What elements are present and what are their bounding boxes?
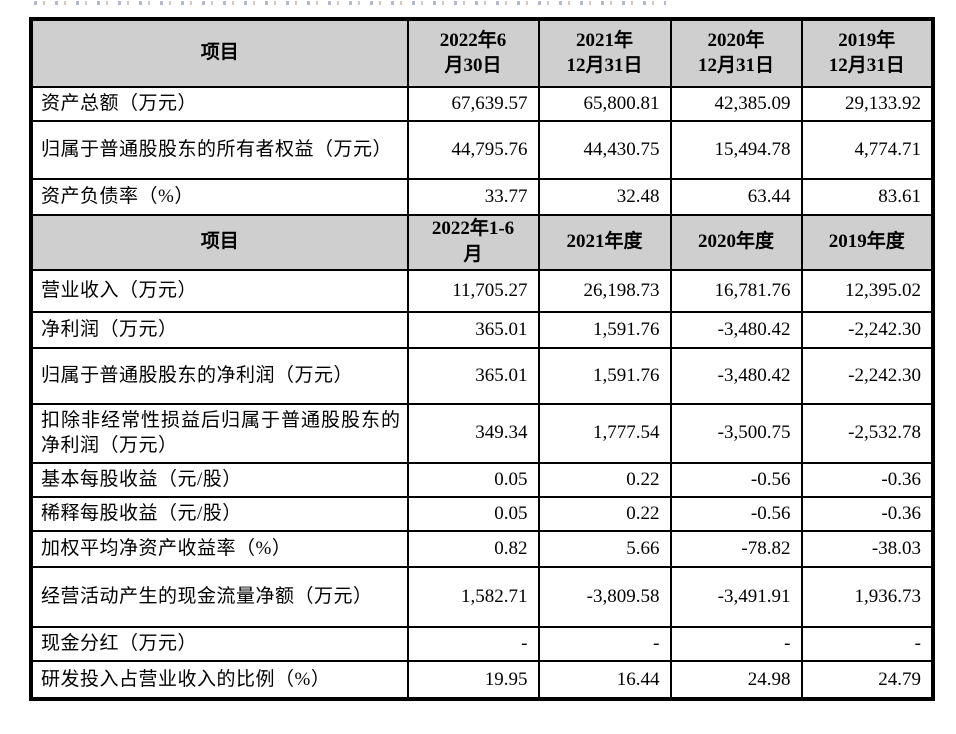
cell-value: 365.01	[406, 346, 540, 405]
cell-value: 0.22	[537, 495, 672, 532]
table-header-row: 项目 2022年6 月30日 2021年 12月31日 2020年 12月31日…	[30, 18, 934, 88]
header-period-2020: 2020年度	[669, 213, 803, 271]
table-row: 基本每股收益（元/股） 0.05 0.22 -0.56 -0.36	[30, 461, 934, 498]
cell-value: -2,242.30	[800, 310, 934, 349]
cell-value: 1,591.76	[537, 346, 672, 405]
cell-value: -3,809.58	[537, 565, 672, 628]
row-label: 稀释每股收益（元/股）	[30, 495, 409, 532]
header-period-2021: 2021年度	[537, 213, 672, 271]
cell-value: 5.66	[537, 529, 672, 568]
cell-value: 365.01	[406, 310, 540, 349]
table-row: 研发投入占营业收入的比例（%） 19.95 16.44 24.98 24.79	[30, 659, 934, 700]
cell-value: 32.48	[537, 177, 672, 216]
cell-value: -0.56	[669, 461, 803, 498]
row-label: 现金分红（万元）	[30, 625, 409, 662]
cell-value: 24.79	[800, 659, 934, 700]
cell-value: 1,582.71	[406, 565, 540, 628]
table-row: 经营活动产生的现金流量净额（万元） 1,582.71 -3,809.58 -3,…	[30, 565, 934, 628]
row-label: 基本每股收益（元/股）	[30, 461, 409, 498]
cell-value: 63.44	[669, 177, 803, 216]
row-label: 经营活动产生的现金流量净额（万元）	[30, 565, 409, 628]
table-row: 稀释每股收益（元/股） 0.05 0.22 -0.56 -0.36	[30, 495, 934, 532]
cell-value: 0.82	[406, 529, 540, 568]
table-row: 归属于普通股股东的净利润（万元） 365.01 1,591.76 -3,480.…	[30, 346, 934, 405]
cell-value: 4,774.71	[800, 119, 934, 180]
cell-value: 15,494.78	[669, 119, 803, 180]
cell-value: -2,242.30	[800, 346, 934, 405]
cell-value: 349.34	[406, 402, 540, 464]
cell-value: -	[537, 625, 672, 662]
cell-value: 83.61	[800, 177, 934, 216]
cell-value: 29,133.92	[800, 85, 934, 122]
cell-value: 65,800.81	[537, 85, 672, 122]
table-row: 加权平均净资产收益率（%） 0.82 5.66 -78.82 -38.03	[30, 529, 934, 568]
cell-value: 19.95	[406, 659, 540, 700]
cell-value: -0.36	[800, 495, 934, 532]
table-row: 营业收入（万元） 11,705.27 26,198.73 16,781.76 1…	[30, 268, 934, 313]
cell-value: -	[800, 625, 934, 662]
row-label: 归属于普通股股东的净利润（万元）	[30, 346, 409, 405]
cell-value: 1,777.54	[537, 402, 672, 464]
header-period-2022: 2022年1-6 月	[406, 213, 540, 271]
cell-value: -3,480.42	[669, 346, 803, 405]
cell-value: 0.05	[406, 461, 540, 498]
cell-value: 24.98	[669, 659, 803, 700]
header-date-2019: 2019年 12月31日	[800, 18, 934, 88]
row-label: 加权平均净资产收益率（%）	[30, 529, 409, 568]
cell-value: 16,781.76	[669, 268, 803, 313]
cell-value: -	[406, 625, 540, 662]
cell-value: 0.22	[537, 461, 672, 498]
cell-value: -3,480.42	[669, 310, 803, 349]
header-item: 项目	[30, 18, 409, 88]
table-header-row: 项目 2022年1-6 月 2021年度 2020年度 2019年度	[30, 213, 934, 271]
cell-value: 11,705.27	[406, 268, 540, 313]
table-row: 资产总额（万元） 67,639.57 65,800.81 42,385.09 2…	[30, 85, 934, 122]
cell-value: -3,500.75	[669, 402, 803, 464]
cell-value: 12,395.02	[800, 268, 934, 313]
row-label: 资产负债率（%）	[30, 177, 409, 216]
cell-value: 44,795.76	[406, 119, 540, 180]
row-label: 扣除非经常性损益后归属于普通股股东的净利润（万元）	[30, 402, 409, 464]
cell-value: 0.05	[406, 495, 540, 532]
cell-value: -38.03	[800, 529, 934, 568]
cell-value: 1,591.76	[537, 310, 672, 349]
header-date-2022: 2022年6 月30日	[406, 18, 540, 88]
cell-value: -0.56	[669, 495, 803, 532]
cell-value: -0.36	[800, 461, 934, 498]
cell-value: 67,639.57	[406, 85, 540, 122]
table-row: 现金分红（万元） - - - -	[30, 625, 934, 662]
financial-summary-table: 项目 2022年6 月30日 2021年 12月31日 2020年 12月31日…	[29, 16, 935, 702]
cell-value: 1,936.73	[800, 565, 934, 628]
table-row: 归属于普通股股东的所有者权益（万元） 44,795.76 44,430.75 1…	[30, 119, 934, 180]
cell-value: 26,198.73	[537, 268, 672, 313]
row-label: 净利润（万元）	[30, 310, 409, 349]
cell-value: 44,430.75	[537, 119, 672, 180]
cell-value: -3,491.91	[669, 565, 803, 628]
header-date-2020: 2020年 12月31日	[669, 18, 803, 88]
cell-value: 16.44	[537, 659, 672, 700]
row-label: 资产总额（万元）	[30, 85, 409, 122]
clipped-text-remnant	[34, 1, 666, 5]
header-period-2019: 2019年度	[800, 213, 934, 271]
header-date-2021: 2021年 12月31日	[537, 18, 672, 88]
cell-value: 33.77	[406, 177, 540, 216]
table-row: 净利润（万元） 365.01 1,591.76 -3,480.42 -2,242…	[30, 310, 934, 349]
header-item: 项目	[30, 213, 409, 271]
table-row: 扣除非经常性损益后归属于普通股股东的净利润（万元） 349.34 1,777.5…	[30, 402, 934, 464]
row-label: 营业收入（万元）	[30, 268, 409, 313]
table-row: 资产负债率（%） 33.77 32.48 63.44 83.61	[30, 177, 934, 216]
cell-value: -	[669, 625, 803, 662]
row-label: 归属于普通股股东的所有者权益（万元）	[30, 119, 409, 180]
cell-value: -78.82	[669, 529, 803, 568]
cell-value: 42,385.09	[669, 85, 803, 122]
cell-value: -2,532.78	[800, 402, 934, 464]
row-label: 研发投入占营业收入的比例（%）	[30, 659, 409, 700]
